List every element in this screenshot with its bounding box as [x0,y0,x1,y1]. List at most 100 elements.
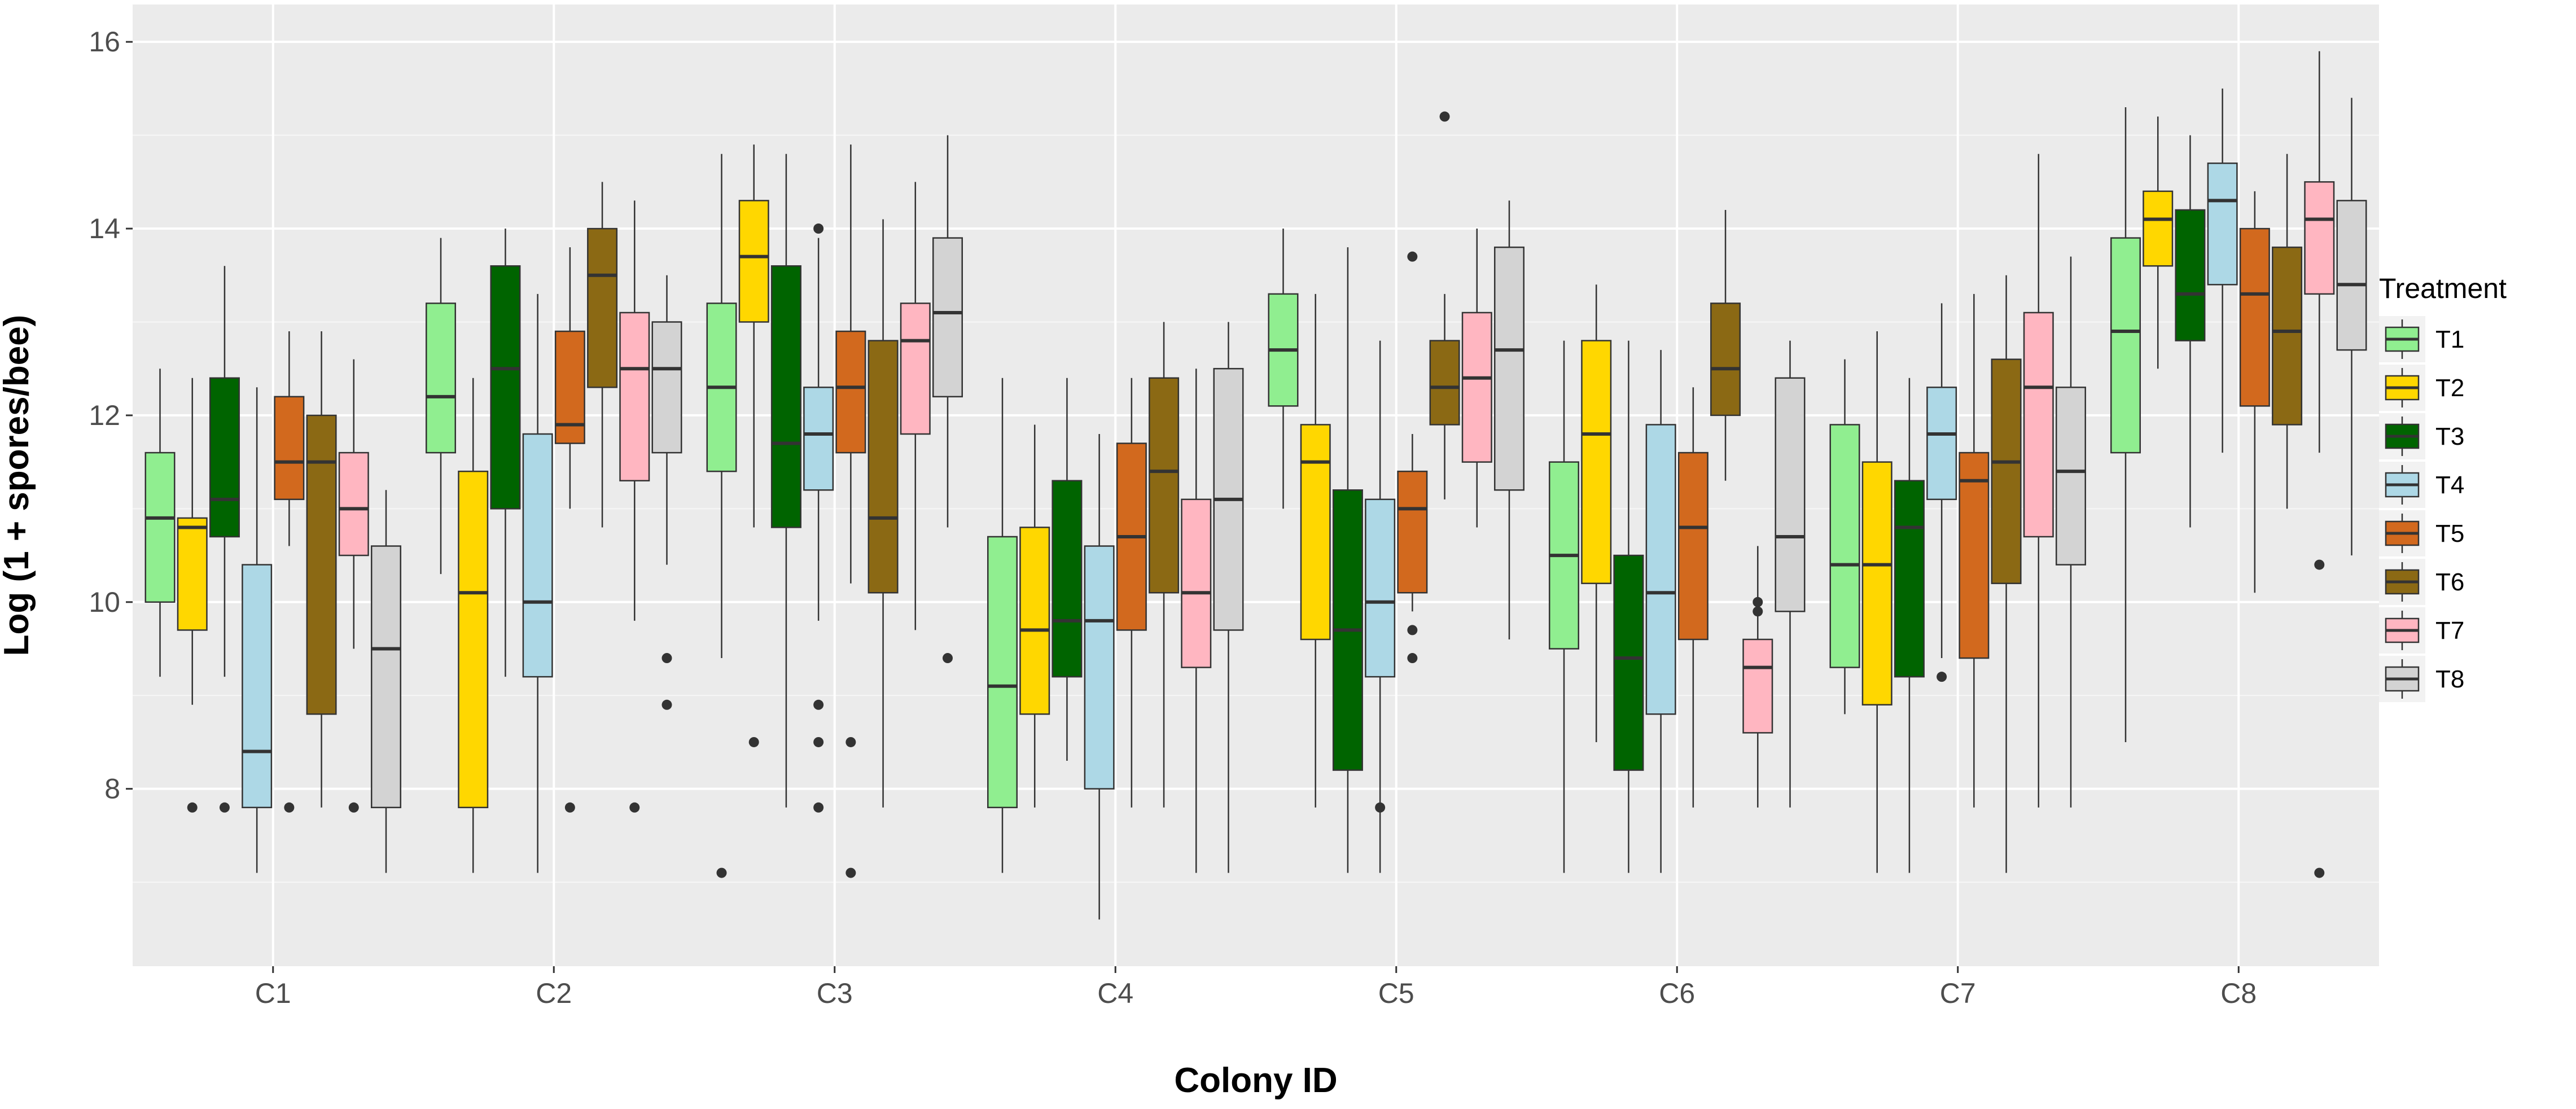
y-tick-label: 10 [89,586,120,618]
y-tick-label: 14 [89,213,120,244]
box-T4-C5 [1365,340,1396,873]
box-iqr [1493,246,1524,491]
box-T5-C3 [835,144,866,878]
box-iqr [1829,424,1860,668]
box-T8-C3 [932,135,963,664]
box-T2-C4 [1019,424,1050,808]
box-T3-C8 [2175,135,2206,528]
x-tick-label: C5 [1378,978,1414,1009]
y-tick-label: 8 [104,773,120,805]
box-iqr [1894,480,1925,678]
box-iqr [554,330,585,444]
x-tick-label: C8 [2220,978,2257,1009]
legend-item-T4: T4 [2379,462,2464,508]
box-iqr [144,452,176,603]
legend-label: T6 [2435,568,2464,596]
box-T1-C2 [426,238,457,575]
box-iqr [738,200,769,323]
legend-item-T7: T7 [2379,607,2464,654]
box-T5-C1 [274,331,305,813]
box-T3-C1 [209,266,240,813]
box-iqr [1677,452,1708,641]
box-iqr [1181,498,1212,668]
box-iqr [770,265,801,528]
box-T1-C4 [987,378,1018,873]
outlier-point [1937,672,1947,682]
series-T8 [370,98,2367,873]
box-series [144,51,2367,920]
box-iqr [2110,237,2141,454]
outlier-point [564,802,575,813]
box-iqr [1019,527,1050,715]
box-iqr [2055,387,2086,566]
box-T3-C2 [490,229,521,677]
box-iqr [2304,181,2335,295]
y-tick-label: 16 [89,26,120,58]
box-T4-C7 [1926,303,1957,682]
box-T2-C3 [738,144,769,747]
box-iqr [1959,452,1990,659]
box-T5-C2 [554,247,585,813]
legend-title: Treatment [2379,273,2507,304]
legend-item-T8: T8 [2379,656,2464,702]
box-T4-C2 [522,293,553,873]
box-T1-C3 [706,154,737,878]
outlier-point [661,699,672,710]
series-T7 [338,51,2335,878]
box-T3-C5 [1332,247,1363,873]
box-iqr [1861,461,1892,706]
legend-label: T5 [2435,520,2464,547]
box-iqr [458,470,489,809]
legend-item-T6: T6 [2379,559,2464,605]
box-T5-C6 [1677,387,1708,808]
outlier-point [661,653,672,664]
box-iqr [338,452,369,556]
box-iqr [900,303,931,435]
box-iqr [426,303,457,454]
box-T1-C6 [1549,340,1580,873]
x-tick-label: C4 [1097,978,1133,1009]
box-iqr [2207,162,2238,286]
series-T5 [274,144,2270,878]
outlier-point [2314,867,2325,878]
box-iqr [209,377,240,538]
outlier-point [716,867,727,878]
box-iqr [1926,387,1957,501]
box-iqr [1084,545,1115,790]
box-T6-C7 [1991,275,2022,873]
box-T7-C8 [2304,51,2335,878]
y-tick-label: 12 [89,400,120,431]
box-iqr [522,433,553,678]
x-tick-label: C2 [536,978,572,1009]
outlier-point [942,653,953,664]
box-T8-C8 [2336,98,2367,556]
y-axis-title: Log (1 + spores/bee) [0,315,36,656]
box-iqr [177,517,208,631]
series-T2 [177,116,2174,873]
box-T7-C7 [2023,154,2054,808]
box-T8-C5 [1493,200,1524,639]
series-T6 [306,111,2303,873]
x-tick-label: C7 [1940,978,1976,1009]
outlier-point [1407,653,1418,664]
box-iqr [932,237,963,398]
box-T2-C2 [458,378,489,873]
box-T7-C3 [900,182,931,630]
box-iqr [274,396,305,501]
box-iqr [1581,340,1612,584]
box-T6-C2 [587,182,618,528]
box-iqr [803,387,834,491]
box-T7-C4 [1181,369,1212,873]
outlier-point [845,867,856,878]
box-iqr [2143,190,2174,267]
box-iqr [1429,340,1460,426]
x-tick-label: C6 [1659,978,1695,1009]
box-T1-C7 [1829,359,1860,715]
box-iqr [651,321,682,454]
box-iqr [1775,377,1806,612]
outlier-point [1439,111,1450,122]
series-T1 [144,107,2141,878]
box-iqr [987,536,1018,809]
box-T1-C8 [2110,107,2141,742]
box-iqr [619,312,650,481]
